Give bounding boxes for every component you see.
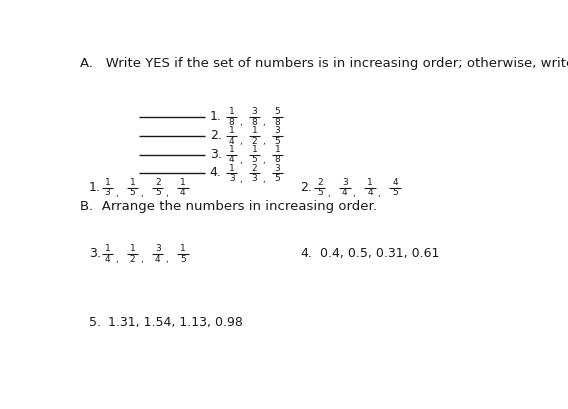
Text: ,: ,	[140, 189, 143, 198]
Text: 8: 8	[252, 118, 257, 127]
Text: 5: 5	[252, 155, 257, 164]
Text: ,: ,	[240, 118, 243, 127]
Text: 3: 3	[229, 174, 235, 183]
Text: ,: ,	[262, 118, 265, 127]
Text: 1: 1	[105, 244, 110, 253]
Text: ,: ,	[353, 189, 356, 198]
Text: 1: 1	[229, 164, 235, 173]
Text: 1: 1	[252, 126, 257, 135]
Text: 1: 1	[274, 145, 281, 154]
Text: 8: 8	[274, 118, 281, 127]
Text: 1: 1	[105, 178, 110, 187]
Text: 1: 1	[180, 244, 186, 253]
Text: ,: ,	[378, 189, 381, 198]
Text: 4: 4	[229, 155, 235, 164]
Text: 1.: 1.	[210, 110, 222, 123]
Text: 1: 1	[130, 244, 136, 253]
Text: ,: ,	[240, 156, 243, 165]
Text: 5: 5	[180, 255, 186, 264]
Text: 4.: 4.	[300, 247, 312, 260]
Text: ,: ,	[140, 255, 143, 264]
Text: 5: 5	[155, 189, 161, 198]
Text: 1.31, 1.54, 1.13, 0.98: 1.31, 1.54, 1.13, 0.98	[107, 316, 243, 329]
Text: 2: 2	[130, 255, 135, 264]
Text: ,: ,	[262, 175, 265, 184]
Text: 4: 4	[155, 255, 161, 264]
Text: 1: 1	[180, 178, 186, 187]
Text: ,: ,	[240, 175, 243, 184]
Text: 8: 8	[274, 155, 281, 164]
Text: 5: 5	[274, 107, 281, 116]
Text: 2: 2	[155, 178, 161, 187]
Text: B.  Arrange the numbers in increasing order.: B. Arrange the numbers in increasing ord…	[80, 200, 377, 213]
Text: 5: 5	[317, 189, 323, 198]
Text: 4: 4	[229, 137, 235, 146]
Text: 4: 4	[105, 255, 110, 264]
Text: 5: 5	[392, 189, 398, 198]
Text: 4: 4	[180, 189, 186, 198]
Text: 3: 3	[274, 164, 281, 173]
Text: 3: 3	[105, 189, 110, 198]
Text: ,: ,	[166, 189, 168, 198]
Text: 1: 1	[367, 178, 373, 187]
Text: 4.: 4.	[210, 166, 222, 180]
Text: 3: 3	[155, 244, 161, 253]
Text: 1: 1	[229, 145, 235, 154]
Text: 8: 8	[229, 118, 235, 127]
Text: 4: 4	[367, 189, 373, 198]
Text: ,: ,	[262, 156, 265, 165]
Text: 3.: 3.	[210, 148, 222, 160]
Text: 1: 1	[130, 178, 136, 187]
Text: ,: ,	[115, 189, 118, 198]
Text: 3: 3	[342, 178, 348, 187]
Text: 5: 5	[274, 137, 281, 146]
Text: ,: ,	[115, 255, 118, 264]
Text: 5: 5	[274, 174, 281, 183]
Text: 1: 1	[229, 126, 235, 135]
Text: 4: 4	[392, 178, 398, 187]
Text: 2.: 2.	[210, 128, 222, 142]
Text: A.   Write YES if the set of numbers is in increasing order; otherwise, write NO: A. Write YES if the set of numbers is in…	[80, 57, 568, 70]
Text: ,: ,	[262, 137, 265, 146]
Text: 5: 5	[130, 189, 136, 198]
Text: 5.: 5.	[89, 316, 101, 329]
Text: 2: 2	[252, 164, 257, 173]
Text: 1.: 1.	[89, 181, 101, 193]
Text: 1: 1	[229, 107, 235, 116]
Text: 3: 3	[252, 174, 257, 183]
Text: 4: 4	[342, 189, 348, 198]
Text: 2.: 2.	[300, 181, 312, 193]
Text: ,: ,	[328, 189, 331, 198]
Text: 3.: 3.	[89, 247, 101, 260]
Text: 2: 2	[252, 137, 257, 146]
Text: ,: ,	[166, 255, 168, 264]
Text: 2: 2	[317, 178, 323, 187]
Text: 1: 1	[252, 145, 257, 154]
Text: ,: ,	[240, 137, 243, 146]
Text: 3: 3	[252, 107, 257, 116]
Text: 0.4, 0.5, 0.31, 0.61: 0.4, 0.5, 0.31, 0.61	[320, 247, 439, 260]
Text: 3: 3	[274, 126, 281, 135]
